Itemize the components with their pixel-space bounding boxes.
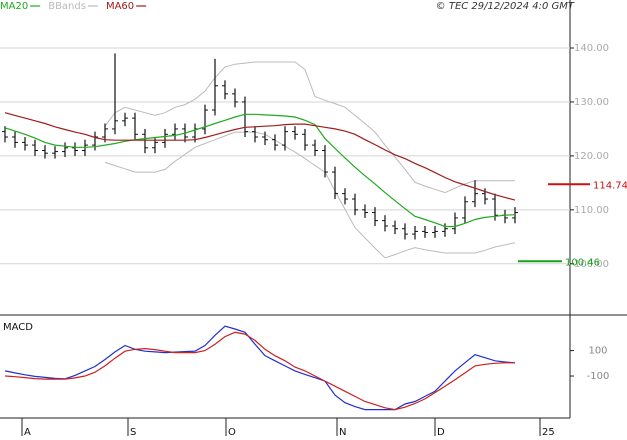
x-tick-label: N	[339, 427, 346, 438]
level-label: 100.46	[565, 257, 600, 268]
copyright: © TEC 29/12/2024 4:0 GMT	[436, 1, 575, 12]
x-tick-label: O	[228, 427, 236, 438]
legend-label: MA60	[106, 1, 134, 12]
y-tick-label: 110.00	[574, 205, 609, 216]
bband-upper	[104, 61, 515, 194]
x-tick-label: D	[437, 427, 445, 438]
legend-label: MA20	[0, 1, 28, 12]
bband-lower	[104, 131, 516, 259]
moving-average	[4, 112, 516, 201]
moving-average	[4, 113, 516, 228]
y-tick-label: 140.00	[574, 43, 609, 54]
x-tick-label: A	[24, 427, 31, 438]
macd-line	[4, 331, 515, 411]
macd-title: MACD	[3, 322, 33, 333]
level-label: 114.74	[593, 180, 627, 191]
x-tick-label: S	[130, 427, 136, 438]
y-tick-label: 100.00	[574, 259, 609, 270]
x-tick-label: 25	[542, 427, 555, 438]
y-tick-label: 100	[588, 346, 607, 357]
legend-label: BBands	[48, 1, 86, 12]
y-tick-label: 130.00	[574, 97, 609, 108]
y-tick-label: -100	[587, 371, 610, 382]
macd-line	[4, 325, 516, 411]
y-tick-label: 120.00	[574, 151, 609, 162]
